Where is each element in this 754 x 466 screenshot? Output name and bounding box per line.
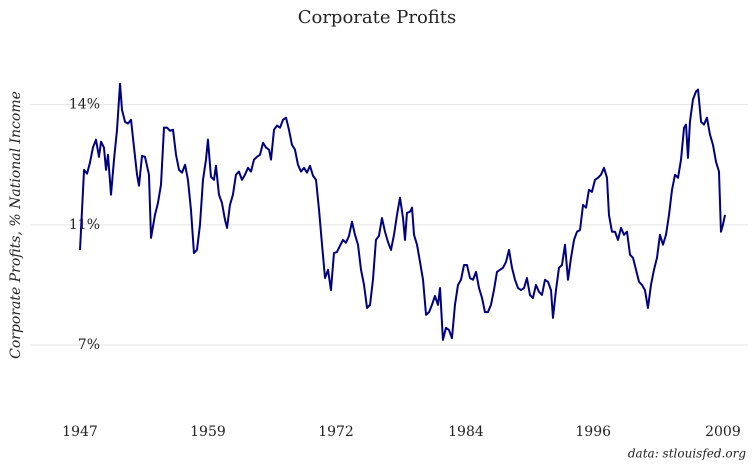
x-tick-label: 1947 xyxy=(62,424,98,440)
x-tick-label: 2009 xyxy=(705,424,741,440)
x-tick-label: 1972 xyxy=(318,424,354,440)
chart-title: Corporate Profits xyxy=(298,7,457,28)
x-tick-label: 1996 xyxy=(575,424,611,440)
data-line xyxy=(79,82,726,341)
x-tick-label: 1984 xyxy=(448,424,484,440)
y-axis-title: Corporate Profits, % National Income xyxy=(8,91,24,359)
x-tick-label: 1959 xyxy=(190,424,226,440)
y-tick-label: 14% xyxy=(69,97,100,113)
y-tick-label: 11% xyxy=(69,217,100,233)
source-note: data: stlouisfed.org xyxy=(628,447,746,461)
y-tick-label: 7% xyxy=(78,337,100,353)
